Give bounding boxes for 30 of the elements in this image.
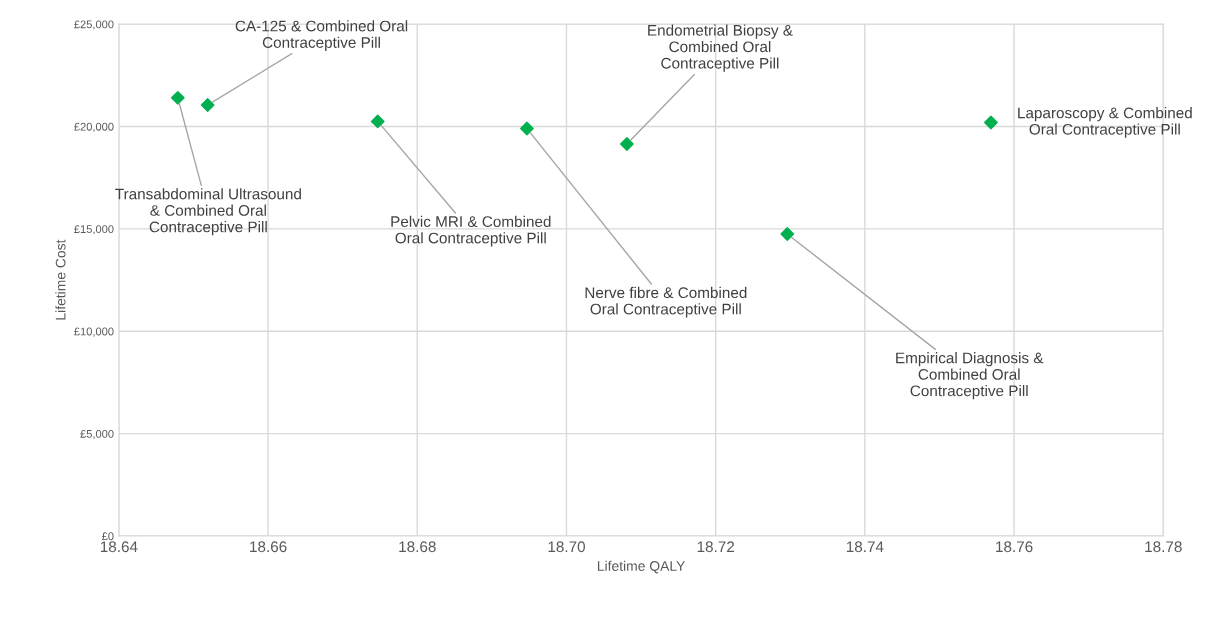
point	[984, 115, 998, 130]
y-tick-label: £15,000	[74, 225, 114, 235]
point	[200, 98, 215, 112]
x-tick-label: 18.64	[100, 541, 138, 553]
x-tick-label: 18.78	[1145, 541, 1182, 553]
y-tick-label: £0	[101, 532, 114, 541]
point	[520, 121, 534, 136]
x-tick-label: 18.66	[250, 541, 287, 553]
annotation: Transabdominal Ultrasound & Combined Oral Contraceptive Pill	[115, 188, 301, 236]
point	[619, 137, 634, 151]
y-tick-label: £5,000	[80, 429, 114, 440]
annotation: Endometrial Biopsy & Combined Oral Contraceptive Pill	[648, 24, 793, 72]
x-tick-label: 18.70	[548, 541, 585, 553]
annotation: Laparoscopy & Combined Oral Contraceptive Pill	[1018, 107, 1192, 138]
point	[370, 114, 385, 129]
annotation: Nerve fibre & Combined Oral Contraceptive Pill	[585, 286, 747, 318]
x-tick-label: 18.74	[846, 541, 884, 553]
x-tick-label: 18.72	[697, 541, 735, 553]
annotation: CA-125 & Combined Oral Contraceptive Pill	[235, 20, 408, 51]
y-tick-label: £25,000	[74, 20, 114, 30]
y-axis-title: Lifetime Cost	[55, 239, 66, 320]
y-tick-label: £20,000	[74, 122, 114, 132]
point	[780, 227, 795, 241]
y-tick-label: £10,000	[74, 327, 114, 337]
annotation: Empirical Diagnosis & Combined Oral Contraceptive Pill	[896, 352, 1044, 400]
point	[170, 90, 185, 105]
x-tick-label: 18.68	[399, 541, 436, 553]
annotation: Pelvic MRI & Combined Oral Contraceptive Pill	[391, 215, 551, 247]
x-tick-label: 18.76	[996, 541, 1033, 553]
x-axis-title: Lifetime QALY	[597, 560, 686, 574]
